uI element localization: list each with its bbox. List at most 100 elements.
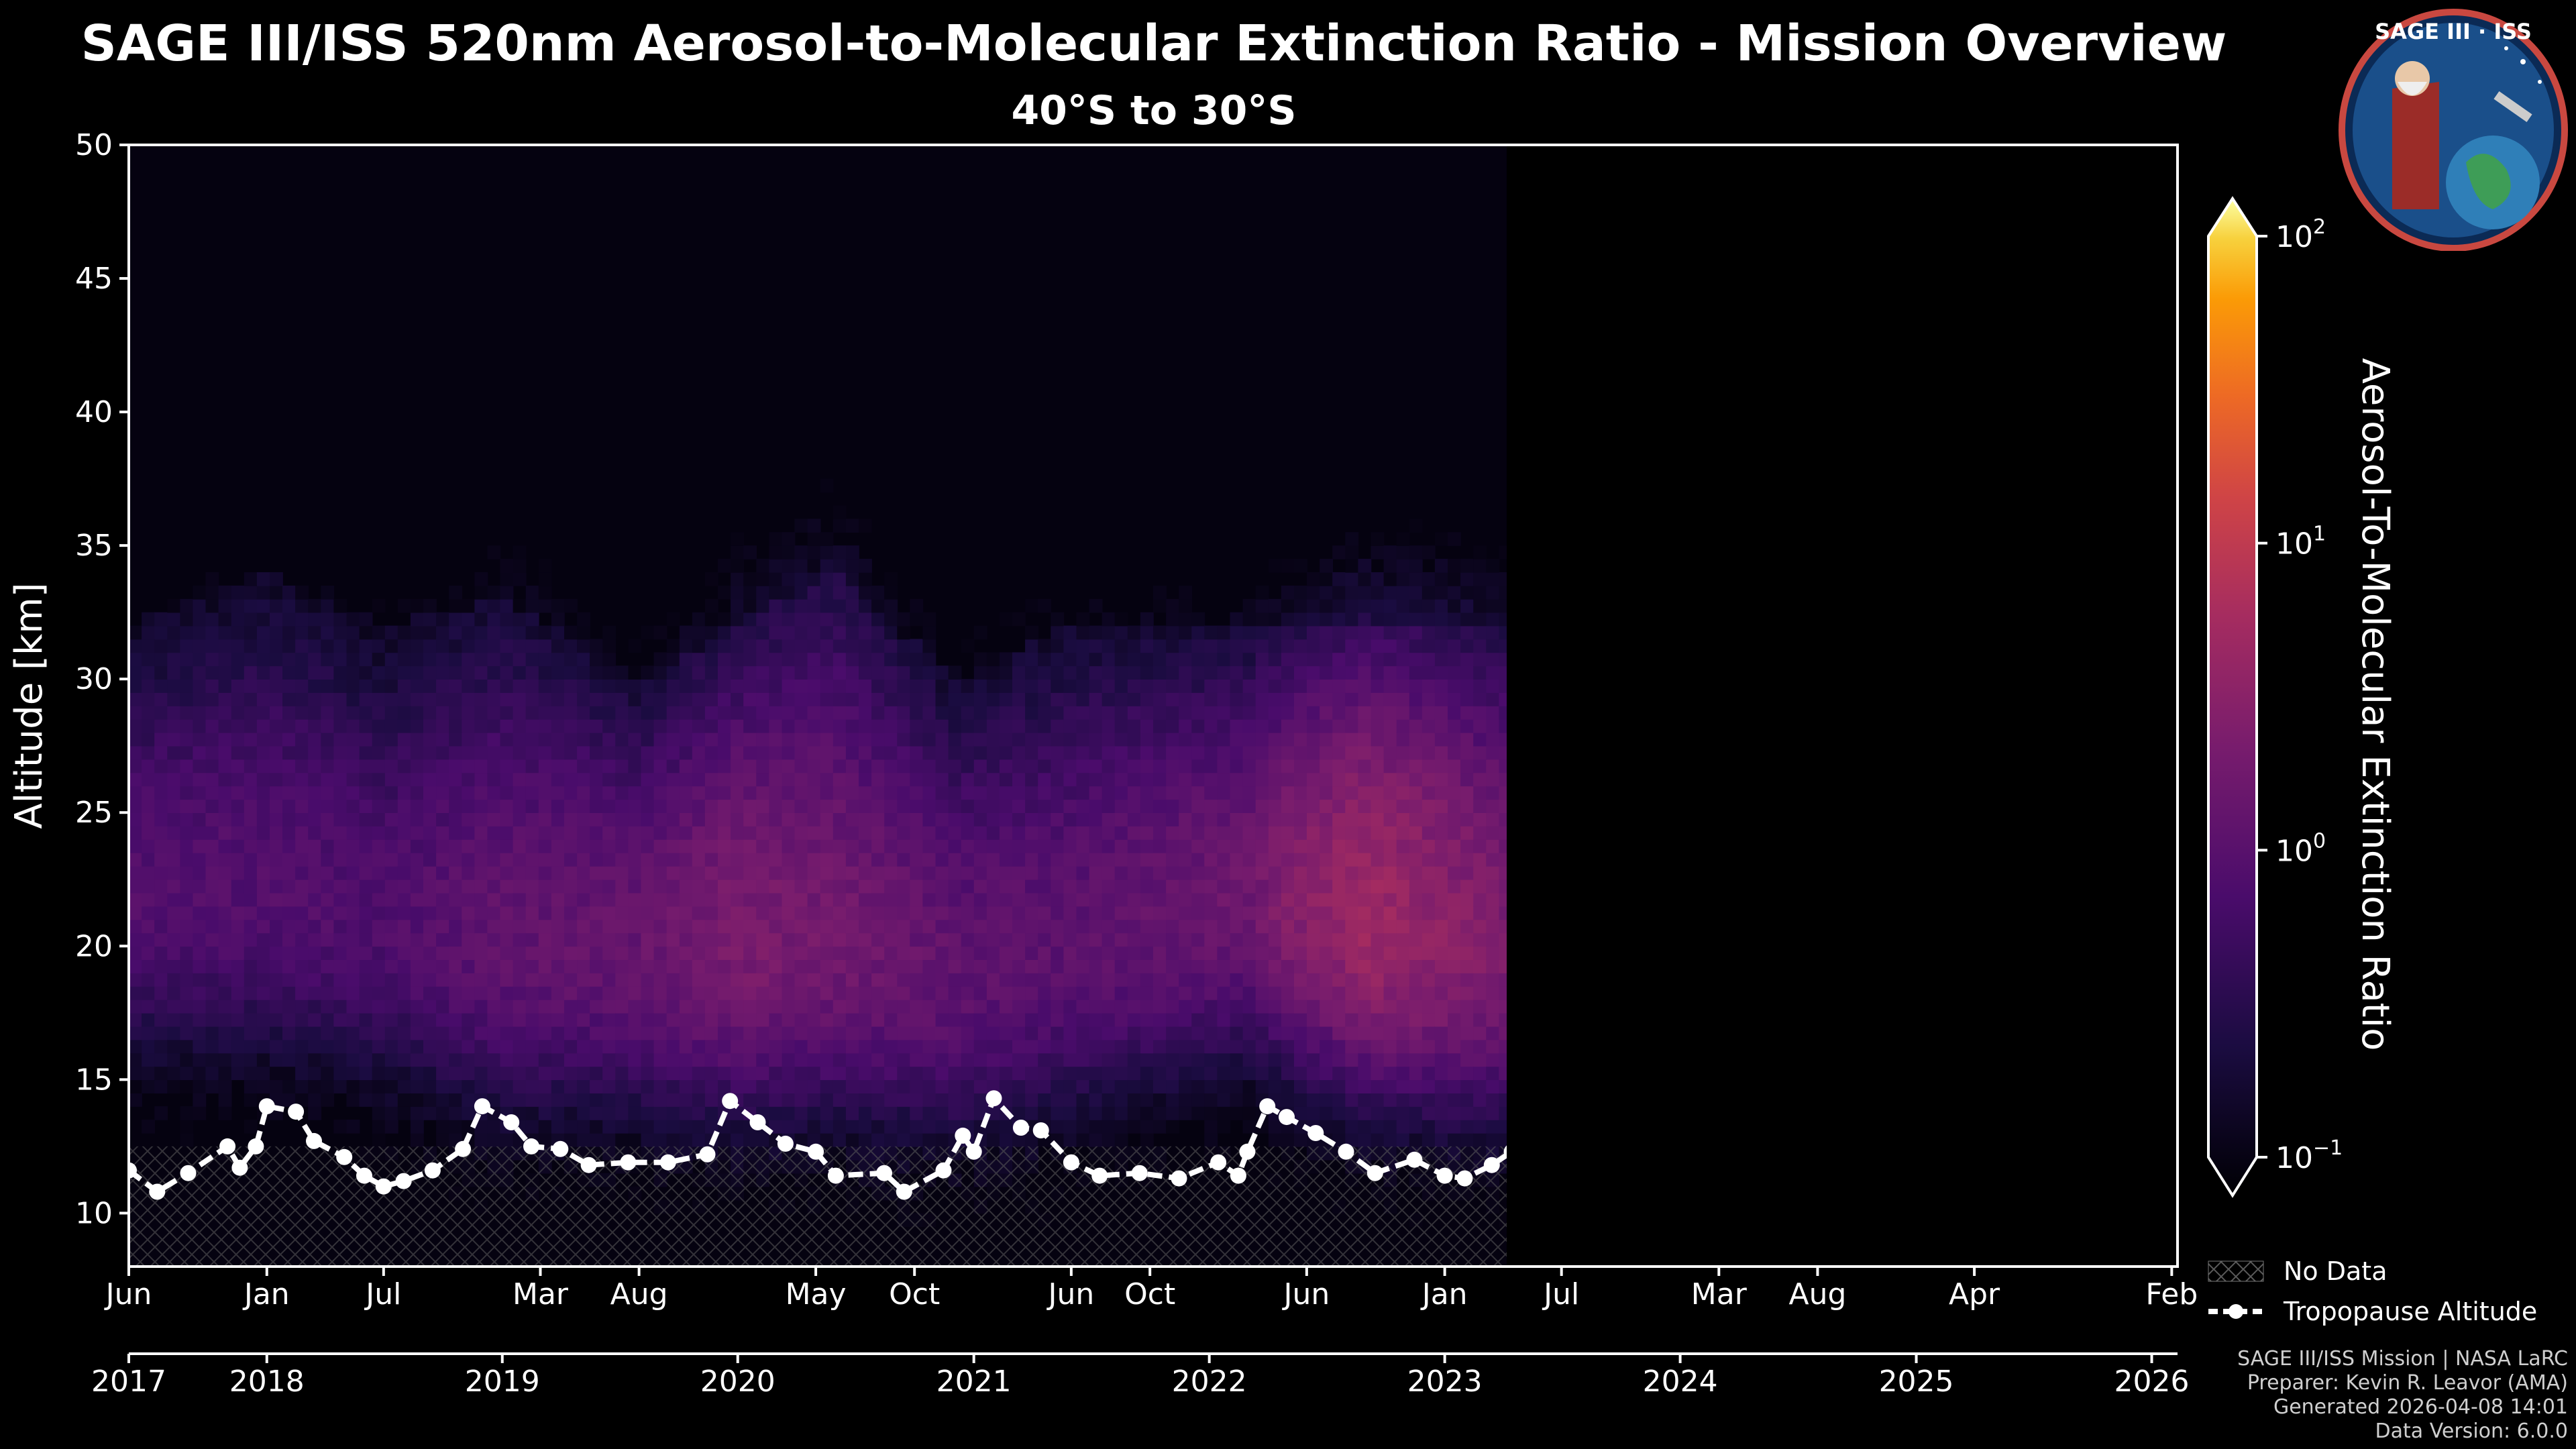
heatmap-cell [205, 946, 219, 960]
heatmap-cell [1589, 692, 1602, 706]
heatmap-cell [333, 745, 347, 760]
heatmap-cell [1242, 598, 1256, 613]
heatmap-cell [922, 1039, 936, 1054]
heatmap-cell [1589, 946, 1602, 960]
heatmap-cell [1499, 946, 1507, 960]
heatmap-cell [449, 906, 463, 920]
heatmap-cell [1153, 1066, 1167, 1081]
heatmap-cell [590, 1120, 603, 1134]
heatmap-cell [1563, 1093, 1576, 1107]
heatmap-cell [948, 826, 962, 840]
heatmap-cell [782, 799, 796, 813]
heatmap-cell [1204, 959, 1218, 973]
heatmap-cell [859, 745, 872, 760]
heatmap-cell [1242, 692, 1256, 706]
heatmap-cell [154, 679, 168, 693]
heatmap-cell [692, 1026, 706, 1040]
heatmap-cell [1409, 786, 1423, 800]
heatmap-cell [769, 932, 783, 947]
heatmap-cell [1332, 679, 1346, 693]
heatmap-cell [525, 585, 539, 600]
heatmap-cell [180, 865, 194, 880]
heatmap-cell [500, 585, 514, 600]
heatmap-cell [1217, 706, 1231, 720]
heatmap-cell [129, 879, 142, 894]
heatmap-cell [1345, 585, 1359, 600]
heatmap-cell [1063, 1026, 1077, 1040]
heatmap-cell [1525, 679, 1538, 693]
heatmap-cell [602, 799, 616, 813]
heatmap-cell [1511, 1120, 1525, 1134]
heatmap-cell [1012, 946, 1026, 960]
heatmap-cell [193, 598, 207, 613]
heatmap-cell [474, 1012, 488, 1027]
heatmap-cell [1576, 1160, 1589, 1174]
heatmap-cell [986, 1026, 1000, 1040]
heatmap-cell [129, 679, 142, 693]
heatmap-cell [1294, 853, 1307, 867]
heatmap-cell [295, 732, 309, 747]
heatmap-cell [1421, 932, 1436, 947]
heatmap-cell [1114, 706, 1128, 720]
heatmap-cell [986, 826, 1000, 840]
heatmap-cell [897, 826, 911, 840]
heatmap-cell [1473, 853, 1487, 867]
heatmap-cell [1268, 973, 1282, 987]
heatmap-cell [807, 532, 821, 546]
heatmap-cell [346, 906, 360, 920]
heatmap-cell [679, 892, 693, 907]
heatmap-cell [423, 1106, 437, 1120]
heatmap-cell [1204, 946, 1218, 960]
heatmap-cell [807, 772, 821, 787]
heatmap-cell [500, 892, 514, 907]
heatmap-cell [704, 598, 718, 613]
heatmap-cell [1140, 652, 1154, 667]
heatmap-cell [1268, 1053, 1282, 1067]
heatmap-cell [1102, 1133, 1116, 1147]
heatmap-cell [1460, 906, 1474, 920]
heatmap-cell [807, 812, 821, 826]
heatmap-cell [973, 1079, 987, 1093]
heatmap-cell [538, 625, 552, 640]
heatmap-cell [142, 718, 155, 733]
heatmap-cell [1358, 598, 1372, 613]
heatmap-cell [564, 786, 578, 800]
heatmap-cell [1448, 532, 1461, 546]
heatmap-cell [346, 919, 360, 934]
heatmap-cell [859, 1026, 872, 1040]
heatmap-cell [1358, 612, 1372, 627]
heatmap-cell [1166, 946, 1179, 960]
heatmap-cell [1434, 625, 1448, 640]
heatmap-cell [948, 1079, 962, 1093]
heatmap-cell [641, 1106, 655, 1120]
heatmap-cell [935, 799, 949, 813]
heatmap-cell [449, 718, 463, 733]
heatmap-cell [910, 759, 924, 773]
heatmap-cell [1025, 772, 1038, 787]
heatmap-cell [256, 772, 270, 787]
heatmap-cell [1460, 1066, 1474, 1081]
heatmap-cell [1538, 1120, 1551, 1134]
heatmap-cell [679, 812, 693, 826]
heatmap-cell [564, 919, 578, 934]
heatmap-cell [986, 706, 1000, 720]
heatmap-cell [769, 1012, 783, 1027]
heatmap-cell [871, 879, 885, 894]
heatmap-cell [910, 853, 924, 867]
heatmap-cell [1320, 652, 1333, 667]
heatmap-cell [986, 892, 1000, 907]
heatmap-cell [1421, 906, 1436, 920]
heatmap-cell [1076, 679, 1090, 693]
heatmap-cell [513, 652, 527, 667]
heatmap-cell [948, 959, 962, 973]
heatmap-cell [231, 1053, 245, 1067]
heatmap-cell [346, 839, 360, 853]
heatmap-cell [333, 1079, 347, 1093]
heatmap-cell [961, 639, 975, 653]
heatmap-cell [718, 892, 731, 907]
heatmap-cell [833, 959, 847, 973]
heatmap-cell [961, 732, 975, 747]
heatmap-cell [525, 892, 539, 907]
heatmap-cell [1434, 812, 1448, 826]
heatmap-cell [372, 679, 386, 693]
